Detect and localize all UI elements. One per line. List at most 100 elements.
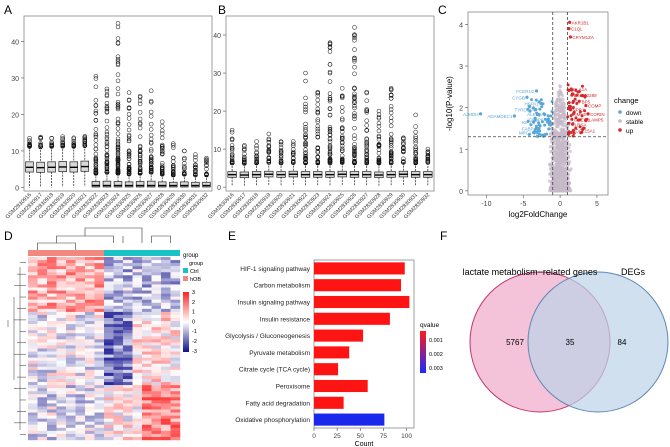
- heatmap-cell: [75, 379, 86, 383]
- outlier-point: [49, 135, 54, 141]
- outlier-point: [242, 161, 247, 166]
- stable-point: [547, 179, 552, 183]
- heatmap-cell: [28, 318, 38, 322]
- stable-point: [553, 141, 557, 145]
- heatmap-cell: [37, 433, 48, 438]
- heatmap-cell: [104, 333, 114, 337]
- outlier-point: [339, 93, 345, 99]
- outlier-point: [352, 111, 357, 116]
- outlier-point: [352, 105, 357, 111]
- heatmap-cell: [56, 281, 67, 285]
- group-annotation-cell: [132, 250, 142, 256]
- heatmap-cell: [123, 363, 133, 367]
- heatmap-cell: [56, 330, 67, 334]
- heatmap-cell: [85, 406, 95, 410]
- heatmap-cell: [170, 266, 181, 270]
- outlier-point: [352, 47, 357, 52]
- heatmap-cell: [142, 302, 152, 306]
- labeled-point: [567, 27, 571, 31]
- outlier-point: [352, 93, 357, 99]
- outlier-point: [115, 131, 121, 136]
- labeled-point: [568, 35, 573, 39]
- heatmap-cell: [132, 418, 143, 422]
- heatmap-cell: [94, 290, 105, 294]
- outlier-point: [364, 89, 369, 95]
- heatmap-cell: [75, 321, 86, 325]
- outlier-point: [93, 134, 99, 140]
- box: [146, 180, 156, 188]
- heatmap-cell: [161, 409, 171, 413]
- stable-point: [565, 144, 569, 148]
- outlier-point: [159, 149, 165, 154]
- heatmap-cell: [151, 348, 162, 352]
- heatmap-cell: [170, 379, 181, 383]
- heatmap-cell: [37, 269, 48, 273]
- heatmap-cell: [47, 385, 57, 389]
- heatmap-cell: [85, 424, 95, 428]
- bar: [314, 329, 364, 342]
- heatmap-cell: [37, 299, 48, 303]
- labeled-point: [478, 112, 483, 116]
- outlier-point: [93, 132, 99, 138]
- outlier-point: [327, 112, 333, 118]
- outlier-point: [352, 150, 357, 155]
- heatmap-cell: [66, 336, 76, 340]
- gene-label: COL15A1: [575, 129, 595, 134]
- outlier-point: [254, 146, 259, 151]
- outlier-point: [182, 171, 187, 176]
- heatmap-cell: [113, 293, 124, 297]
- outlier-point: [315, 134, 321, 140]
- heatmap-cell: [113, 430, 124, 435]
- heatmap-cell: [47, 266, 57, 270]
- outlier-point: [182, 165, 187, 170]
- heatmap-cell: [66, 324, 76, 328]
- heatmap-cell: [142, 324, 152, 328]
- outlier-point: [159, 123, 165, 129]
- outlier-point: [254, 149, 259, 155]
- outlier-point: [339, 158, 345, 163]
- heatmap-cell: [123, 379, 133, 383]
- heatmap-cell: [170, 391, 181, 395]
- outlier-point: [413, 160, 418, 166]
- outlier-point: [303, 109, 308, 115]
- up-point: [572, 131, 576, 135]
- legend-label: Ctrl: [190, 269, 199, 275]
- heatmap-cell: [37, 333, 48, 337]
- heatmap-cell: [132, 436, 143, 441]
- heatmap-cell: [123, 436, 133, 441]
- outlier-point: [71, 141, 77, 146]
- labeled-point: [584, 103, 588, 108]
- heatmap-cell: [132, 330, 143, 334]
- heatmap-cell: [132, 366, 143, 371]
- outlier-point: [148, 166, 154, 171]
- heatmap-cell: [132, 278, 143, 282]
- heatmap-cell: [66, 388, 76, 392]
- heatmap-cell: [85, 278, 95, 282]
- heatmap-cell: [104, 281, 114, 285]
- outlier-point: [137, 120, 143, 126]
- outlier-point: [364, 123, 369, 128]
- heatmap-cell: [151, 430, 162, 435]
- heatmap-cell: [104, 339, 114, 343]
- heatmap-cell: [170, 290, 181, 294]
- heatmap-cell: [132, 406, 143, 410]
- outlier-point: [137, 162, 143, 167]
- heatmap-cell: [151, 302, 162, 306]
- heatmap-cell: [85, 266, 95, 270]
- heatmap-cell: [132, 327, 143, 331]
- x-tick-label: 50: [357, 433, 365, 440]
- heatmap-cell: [104, 299, 114, 303]
- heatmap-cell: [28, 385, 38, 389]
- outlier-point: [364, 136, 369, 141]
- heatmap-cell: [123, 357, 133, 361]
- heatmap-cell: [47, 275, 57, 279]
- heatmap-cell: [75, 421, 86, 425]
- outlier-point: [242, 144, 247, 149]
- heatmap-cell: [37, 336, 48, 340]
- heatmap-cell: [56, 287, 67, 291]
- heatmap-cell: [142, 284, 152, 288]
- heatmap-cell: [132, 318, 143, 322]
- x-tick-label: -10: [481, 201, 491, 208]
- heatmap-cell: [56, 290, 67, 294]
- heatmap-cell: [47, 327, 57, 331]
